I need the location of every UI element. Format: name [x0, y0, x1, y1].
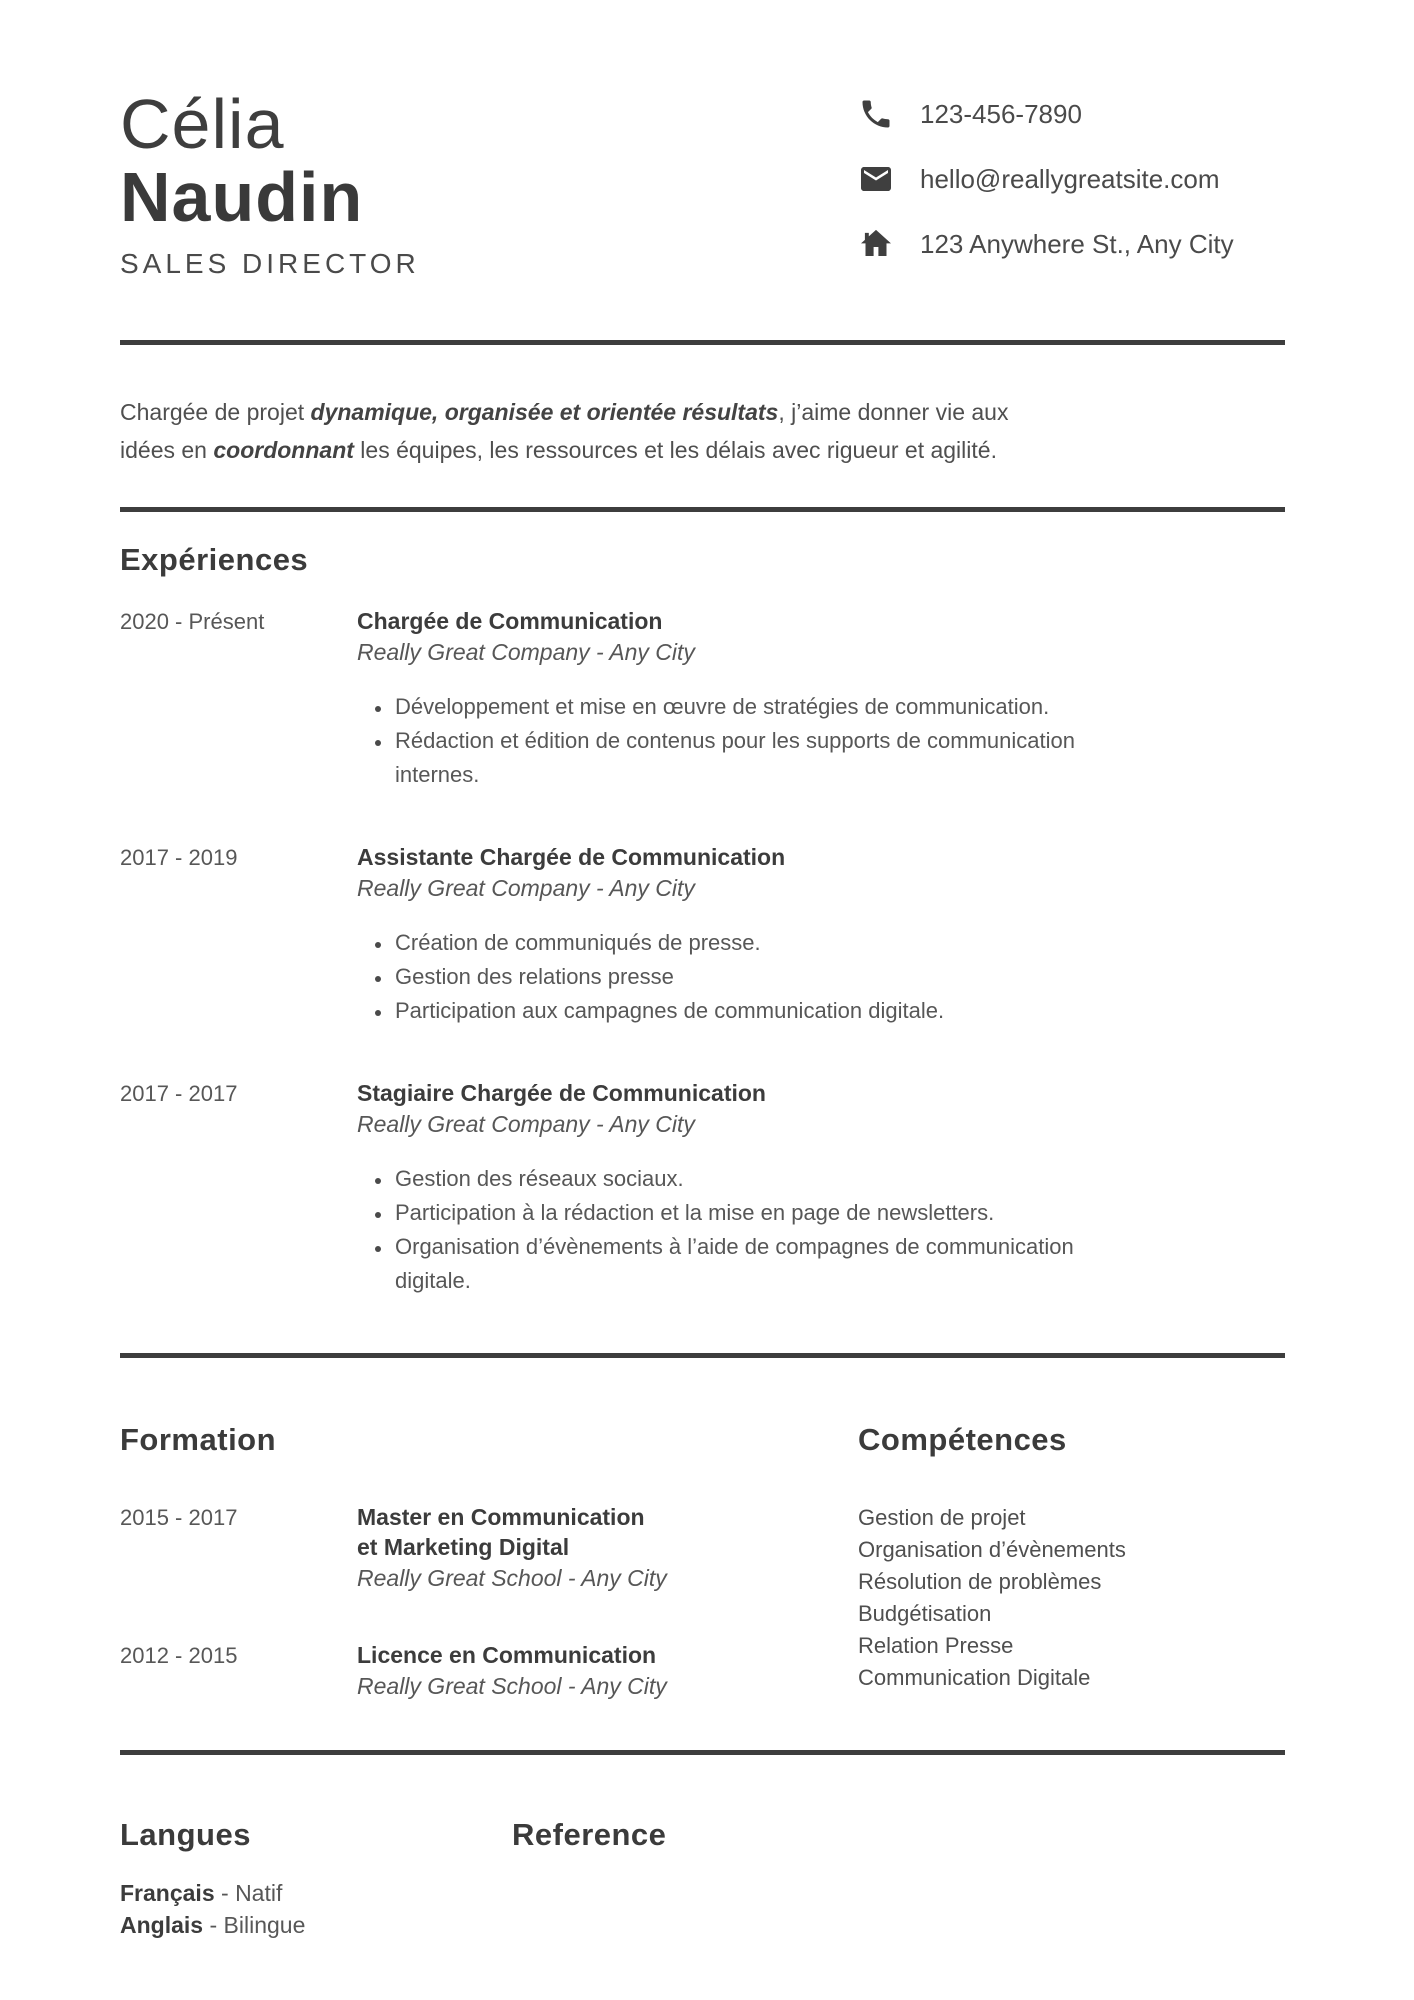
languages-heading: Langues: [120, 1816, 251, 1852]
job-content: Chargée de Communication Really Great Co…: [357, 606, 1285, 792]
reference-heading: Reference: [512, 1816, 667, 1852]
job-company: Really Great Company - Any City: [357, 638, 695, 665]
contact-row-email: hello@reallygreatsite.com: [858, 161, 1285, 197]
summary-emphasis: coordonnant: [213, 436, 354, 463]
language-name: Français: [120, 1879, 215, 1906]
skills-list: Gestion de projet Organisation d’évèneme…: [858, 1502, 1285, 1694]
last-name: Naudin: [120, 157, 364, 236]
summary-text: Chargée de projet: [120, 398, 311, 425]
section-divider: [120, 1749, 1285, 1755]
job-entry: 2020 - Présent Chargée de Communication …: [120, 606, 1285, 792]
summary-text: les équipes, les ressources et les délai…: [353, 436, 997, 463]
envelope-icon: [858, 161, 894, 197]
job-title: SALES DIRECTOR: [120, 247, 420, 279]
degree-title: Licence en Communication: [357, 1641, 657, 1668]
job-company: Really Great Company - Any City: [357, 1110, 695, 1137]
job-position-title: Stagiaire Chargée de Communication: [357, 1079, 766, 1106]
language-name: Anglais: [120, 1911, 204, 1938]
bullet-item: Développement et mise en œuvre de straté…: [393, 690, 1113, 724]
section-divider: [120, 339, 1285, 345]
job-company: Really Great Company - Any City: [357, 874, 695, 901]
contact-block: 123-456-7890 hello@reallygreatsite.com 1…: [858, 88, 1285, 262]
name-block: Célia Naudin SALES DIRECTOR: [120, 88, 858, 280]
job-dates: 2017 - 2017: [120, 1080, 238, 1106]
education-entry: 2012 - 2015 Licence en Communication Rea…: [120, 1640, 858, 1702]
skills-heading: Compétences: [858, 1421, 1067, 1457]
education-dates: 2015 - 2017: [120, 1504, 238, 1530]
skill-item: Relation Presse: [858, 1632, 1014, 1658]
home-icon: [858, 226, 894, 262]
bullet-item: Participation aux campagnes de communica…: [393, 994, 1113, 1028]
language-separator: -: [203, 1911, 224, 1938]
skill-item: Gestion de projet: [858, 1504, 1026, 1530]
degree-title: et Marketing Digital: [357, 1533, 570, 1560]
job-bullet-list: Gestion des réseaux sociaux. Participati…: [357, 1162, 1113, 1298]
experience-section: Expériences 2020 - Présent Chargée de Co…: [120, 542, 1285, 1298]
language-list: Français - Natif Anglais - Bilingue: [120, 1877, 512, 1941]
summary-emphasis: dynamique, organisée et orientée résulta…: [310, 398, 779, 425]
education-heading: Formation: [120, 1421, 277, 1457]
summary-text: , j’aime donner vie aux idées en: [120, 398, 1009, 463]
job-content: Assistante Chargée de Communication Real…: [357, 842, 1285, 1028]
education-dates: 2012 - 2015: [120, 1642, 238, 1668]
email-address: hello@reallygreatsite.com: [920, 163, 1220, 194]
education-skills-section: Formation 2015 - 2017 Master en Communic…: [120, 1392, 1285, 1702]
bullet-item: Participation à la rédaction et la mise …: [393, 1196, 1113, 1230]
languages-reference-section: Langues Français - Natif Anglais - Bilin…: [120, 1787, 1285, 1941]
section-divider: [120, 506, 1285, 512]
bullet-item: Gestion des réseaux sociaux.: [393, 1162, 1113, 1196]
job-entry: 2017 - 2017 Stagiaire Chargée de Communi…: [120, 1078, 1285, 1298]
job-bullet-list: Création de communiqués de presse. Gesti…: [357, 926, 1113, 1028]
skill-item: Organisation d’évènements: [858, 1536, 1126, 1562]
skills-column: Compétences Gestion de projet Organisati…: [858, 1392, 1285, 1702]
education-entry: 2015 - 2017 Master en Communication et M…: [120, 1502, 858, 1594]
skill-item: Budgétisation: [858, 1600, 992, 1626]
school-name: Really Great School - Any City: [357, 1672, 667, 1699]
experience-heading: Expériences: [120, 541, 309, 577]
profile-summary: Chargée de projet dynamique, organisée e…: [120, 393, 1040, 469]
language-item: Anglais - Bilingue: [120, 1909, 512, 1941]
bullet-item: Organisation d’évènements à l’aide de co…: [393, 1230, 1113, 1298]
reference-column: Reference: [512, 1787, 1285, 1941]
bullet-item: Création de communiqués de presse.: [393, 926, 1113, 960]
skill-item: Communication Digitale: [858, 1664, 1091, 1690]
phone-number: 123-456-7890: [920, 98, 1082, 129]
street-address: 123 Anywhere St., Any City: [920, 228, 1234, 259]
phone-icon: [858, 96, 894, 132]
job-entry: 2017 - 2019 Assistante Chargée de Commun…: [120, 842, 1285, 1028]
job-dates: 2017 - 2019: [120, 844, 238, 870]
education-content: Licence en Communication Really Great Sc…: [357, 1640, 858, 1702]
job-bullet-list: Développement et mise en œuvre de straté…: [357, 690, 1113, 792]
job-position-title: Chargée de Communication: [357, 607, 663, 634]
bullet-item: Gestion des relations presse: [393, 960, 1113, 994]
contact-row-phone: 123-456-7890: [858, 96, 1285, 132]
first-name: Célia: [120, 85, 285, 163]
contact-row-address: 123 Anywhere St., Any City: [858, 226, 1285, 262]
language-level: Natif: [235, 1879, 283, 1906]
school-name: Really Great School - Any City: [357, 1564, 667, 1591]
degree-title: Master en Communication: [357, 1503, 645, 1530]
language-level: Bilingue: [223, 1911, 306, 1938]
language-separator: -: [214, 1879, 236, 1906]
education-content: Master en Communication et Marketing Dig…: [357, 1502, 858, 1594]
languages-column: Langues Français - Natif Anglais - Bilin…: [120, 1787, 512, 1941]
header: Célia Naudin SALES DIRECTOR 123-456-7890…: [120, 88, 1285, 280]
job-content: Stagiaire Chargée de Communication Reall…: [357, 1078, 1285, 1298]
job-dates: 2020 - Présent: [120, 608, 265, 634]
bullet-item: Rédaction et édition de contenus pour le…: [393, 724, 1113, 792]
skill-item: Résolution de problèmes: [858, 1568, 1102, 1594]
education-column: Formation 2015 - 2017 Master en Communic…: [120, 1392, 858, 1702]
section-divider: [120, 1352, 1285, 1358]
job-position-title: Assistante Chargée de Communication: [357, 843, 786, 870]
language-item: Français - Natif: [120, 1877, 512, 1909]
